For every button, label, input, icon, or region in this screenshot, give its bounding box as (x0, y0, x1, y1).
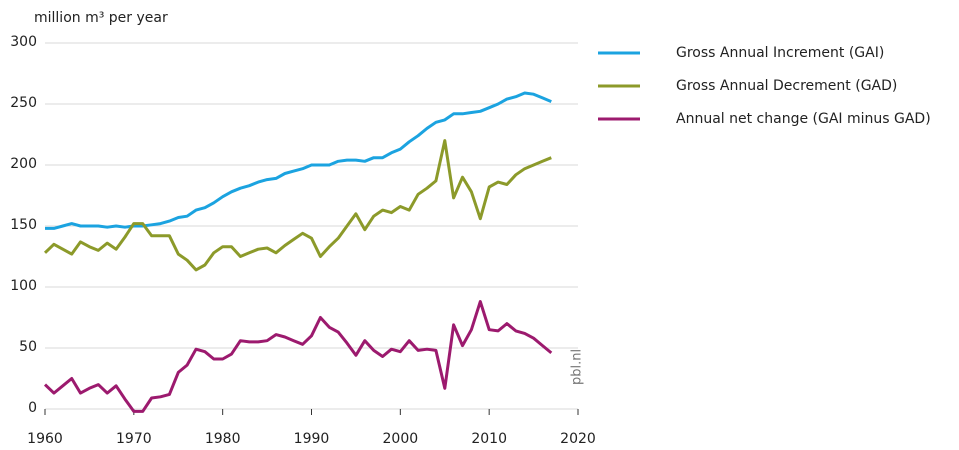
watermark: pbl.nl (570, 349, 585, 385)
x-tick-label: 2000 (383, 431, 419, 447)
y-tick-label: 50 (19, 339, 37, 355)
y-tick-label: 300 (10, 34, 37, 50)
x-tick-label: 2020 (560, 431, 596, 447)
x-tick-label: 1990 (294, 431, 330, 447)
y-axis-label: million m³ per year (34, 10, 168, 26)
x-tick-label: 1970 (116, 431, 152, 447)
series-line (43, 139, 552, 272)
y-tick-label: 0 (28, 400, 37, 416)
y-tick-label: 200 (10, 156, 37, 172)
y-tick-label: 100 (10, 278, 37, 294)
legend-label: Gross Annual Decrement (GAD) (676, 78, 897, 94)
legend-label: Annual net change (GAI minus GAD) (676, 111, 931, 127)
y-tick-label: 150 (10, 217, 37, 233)
x-tick-label: 1960 (27, 431, 63, 447)
series-line (45, 91, 552, 230)
series-line (43, 300, 553, 413)
x-tick-label: 1980 (205, 431, 241, 447)
legend-label: Gross Annual Increment (GAI) (676, 45, 884, 61)
y-tick-label: 250 (10, 95, 37, 111)
x-tick-label: 2010 (471, 431, 507, 447)
